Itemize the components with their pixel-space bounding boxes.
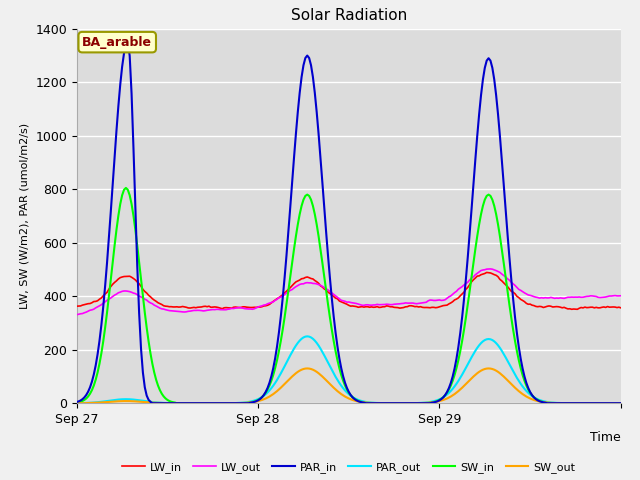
PAR_out [254, 396, 262, 402]
PAR_in [158, 400, 166, 406]
PAR_in [506, 254, 513, 260]
SW_in [506, 301, 513, 307]
PAR_out [79, 400, 86, 406]
Y-axis label: LW, SW (W/m2), PAR (umol/m2/s): LW, SW (W/m2), PAR (umol/m2/s) [20, 123, 29, 309]
PAR_in [617, 400, 625, 406]
SW_out [97, 399, 105, 405]
Line: LW_in: LW_in [77, 273, 621, 309]
LW_out [79, 311, 86, 316]
PAR_in [124, 39, 132, 45]
Legend: LW_in, LW_out, PAR_in, PAR_out, SW_in, SW_out: LW_in, LW_out, PAR_in, PAR_out, SW_in, S… [118, 457, 580, 477]
PAR_in [258, 395, 266, 400]
SW_in [73, 400, 81, 406]
PAR_out [504, 358, 511, 364]
PAR_out [154, 400, 162, 406]
LW_out [617, 293, 625, 299]
Title: Solar Radiation: Solar Radiation [291, 9, 407, 24]
SW_in [97, 350, 105, 356]
SW_in [258, 395, 266, 400]
SW_in [156, 387, 164, 393]
SW_out [79, 400, 86, 406]
LW_in [254, 304, 262, 310]
SW_out [339, 393, 347, 398]
X-axis label: Time: Time [590, 432, 621, 444]
SW_out [73, 400, 81, 406]
SW_in [122, 185, 130, 191]
LW_in [73, 303, 81, 309]
LW_in [337, 299, 345, 305]
SW_in [173, 400, 180, 406]
PAR_in [79, 396, 86, 402]
LW_out [73, 312, 81, 318]
LW_out [504, 276, 511, 282]
SW_out [254, 398, 262, 404]
SW_in [341, 383, 349, 388]
PAR_out [97, 399, 105, 405]
Line: SW_in: SW_in [77, 188, 621, 403]
PAR_in [341, 380, 349, 385]
LW_out [97, 302, 105, 308]
SW_out [504, 377, 511, 383]
LW_in [483, 270, 490, 276]
PAR_out [339, 385, 347, 391]
PAR_out [617, 400, 625, 406]
PAR_out [73, 400, 81, 406]
Line: PAR_out: PAR_out [77, 336, 621, 403]
Line: LW_out: LW_out [77, 269, 621, 315]
PAR_in [148, 400, 156, 406]
LW_out [337, 298, 345, 303]
SW_in [617, 400, 625, 406]
SW_out [154, 400, 162, 406]
SW_in [79, 398, 86, 404]
LW_in [154, 300, 162, 306]
PAR_in [73, 399, 81, 405]
LW_in [504, 284, 511, 289]
Text: BA_arable: BA_arable [82, 36, 152, 48]
LW_out [154, 304, 162, 310]
PAR_in [97, 322, 105, 328]
LW_out [486, 266, 494, 272]
LW_out [254, 304, 262, 310]
SW_out [617, 400, 625, 406]
LW_in [573, 306, 581, 312]
PAR_out [303, 334, 311, 339]
Line: PAR_in: PAR_in [77, 42, 621, 403]
Line: SW_out: SW_out [77, 369, 621, 403]
LW_in [79, 302, 86, 308]
LW_in [617, 305, 625, 311]
LW_in [97, 295, 105, 301]
SW_out [303, 366, 311, 372]
